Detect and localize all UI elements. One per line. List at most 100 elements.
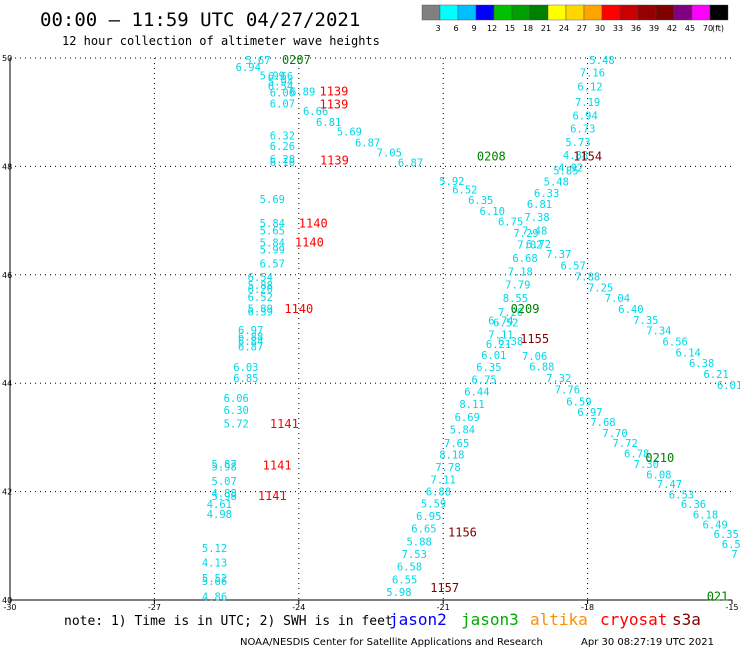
swh-point-label: 5.84 [260,218,285,230]
swh-point-label: 5.48 [544,177,569,189]
swh-point-label: 6.94 [573,110,598,122]
y-tick-label: 44 [2,379,12,388]
swh-point-label: 6.56 [663,336,688,348]
swh-point-label: 6.85 [233,373,258,385]
swh-point-label: 7.35 [633,315,658,327]
colorbar-label: 18 [523,24,533,33]
swh-point-label: 6.69 [455,412,480,424]
colorbar-swatch [457,4,477,21]
swh-point-label: 7.29 [513,228,538,240]
swh-point-label: 6.54 [268,81,293,93]
colorbar-swatch [583,4,603,21]
swh-point-label: 6.21 [486,339,511,351]
tick-labels: -30 -27 -24 -21 -18 -15 40 42 44 46 48 50 [2,54,739,612]
swh-point-label: 7.38 [524,212,549,224]
colorbar-label: 12 [487,24,497,33]
swh-point-label: 6.38 [689,358,714,370]
footer-generated: Apr 30 08:27:19 UTC 2021 [581,637,714,648]
swh-point-label: 5.99 [260,244,285,256]
time-label: 1140 [284,302,313,316]
swh-point-label: 6.08 [646,469,671,481]
swh-point-label: 6.52 [493,317,518,329]
y-tick-label: 46 [2,271,12,280]
time-label: 1141 [258,489,287,503]
swh-point-label: 5.98 [386,587,411,599]
swh-point-label: 6.88 [426,487,451,499]
swh-point-label: 4.88 [563,150,588,162]
swh-point-label: 7.11 [488,329,513,341]
time-label: 1154 [573,150,602,164]
swh-point-label: 5.07 [212,476,237,488]
swh-point-label: 7.53 [402,549,427,561]
swh-point-label: 8.18 [439,450,464,462]
colorbar-label: 45 [685,24,695,33]
colorbar-label: 39 [649,24,659,33]
swh-point-label: 7.88 [575,271,600,283]
swh-point-label: 5.85 [553,166,578,178]
swh-point-label: 7.34 [646,326,671,338]
swh-point-label: 5.89 [248,303,273,315]
time-label: 0208 [477,150,506,164]
axes [9,58,733,604]
swh-point-label: 5.87 [212,459,237,471]
swh-point-label: 7.11 [431,475,456,487]
swh-point-label: 6.75 [498,217,523,229]
colorbar-swatch [439,4,459,21]
swh-point-label: 6.54 [248,272,273,284]
color-scale-bar: 3 6 9 12 15 18 21 24 27 30 33 36 39 42 45 70(ft) [421,4,729,33]
swh-point-label: 6.01 [717,380,740,392]
swh-point-label: 7.25 [588,282,613,294]
swh-point-label: 6.97 [238,325,263,337]
swh-point-label: 7.06 [522,351,547,363]
swh-point-label: 6.81 [316,117,341,129]
swh-point-label: 6.75 [471,374,496,386]
swh-point-label: 6.74 [488,315,513,327]
legend-entry-altika: altika [530,610,588,629]
swh-point-label: 6.89 [290,87,315,99]
colorbar-label: 9 [471,24,476,33]
colorbar-swatch [637,4,657,21]
swh-point-label: 6.78 [624,449,649,461]
swh-point-label: 6.87 [238,341,263,353]
swh-point-label: 7.48 [522,225,547,237]
colorbar-swatch [673,4,693,21]
colorbar-swatch [565,4,585,21]
swh-point-label: 5.66 [202,576,227,588]
y-tick-label: 42 [2,488,12,497]
swh-point-label: 7.02 [517,239,542,251]
swh-point-label: 6.32 [270,131,295,143]
swh-point-label: 7.37 [546,249,571,261]
satellite-legend: jason2 jason3 altika cryosat s3a [389,610,701,629]
colorbar-label: 24 [559,24,569,33]
swh-point-label: 6.66 [303,106,328,118]
colorbar-swatch [475,4,495,21]
swh-point-label: 6.35 [476,362,501,374]
colorbar-swatch [511,4,531,21]
x-tick-label: -30 [3,603,16,612]
legend-entry-s3a: s3a [672,610,701,629]
swh-point-label: 6.06 [270,88,295,100]
y-tick-label: 50 [2,54,12,63]
time-label: 0209 [511,302,540,316]
time-label: 0207 [282,53,311,67]
swh-point-label: 5.69 [337,127,362,139]
swh-point-label: 6.66 [268,71,293,83]
swh-point-label: 5.67 [245,55,270,67]
time-label: 1141 [270,417,299,431]
x-tick-label: -21 [437,603,450,612]
swh-point-label: 7.32 [546,373,571,385]
swh-point-label: 4.13 [202,558,227,570]
swh-point-label: 6.14 [676,347,701,359]
time-label: 1156 [448,525,477,539]
swh-point-label: 6.72 [526,239,551,251]
time-label: 1141 [263,459,292,473]
swh-point-label: 7.30 [634,459,659,471]
swh-point-label: 6.81 [527,199,552,211]
colorbar-swatch [421,4,441,21]
colorbar-swatch [529,4,549,21]
swh-point-label: 6.12 [577,82,602,94]
swh-point-label: 7.72 [612,438,637,450]
swh-point-label: 6.35 [714,529,739,541]
